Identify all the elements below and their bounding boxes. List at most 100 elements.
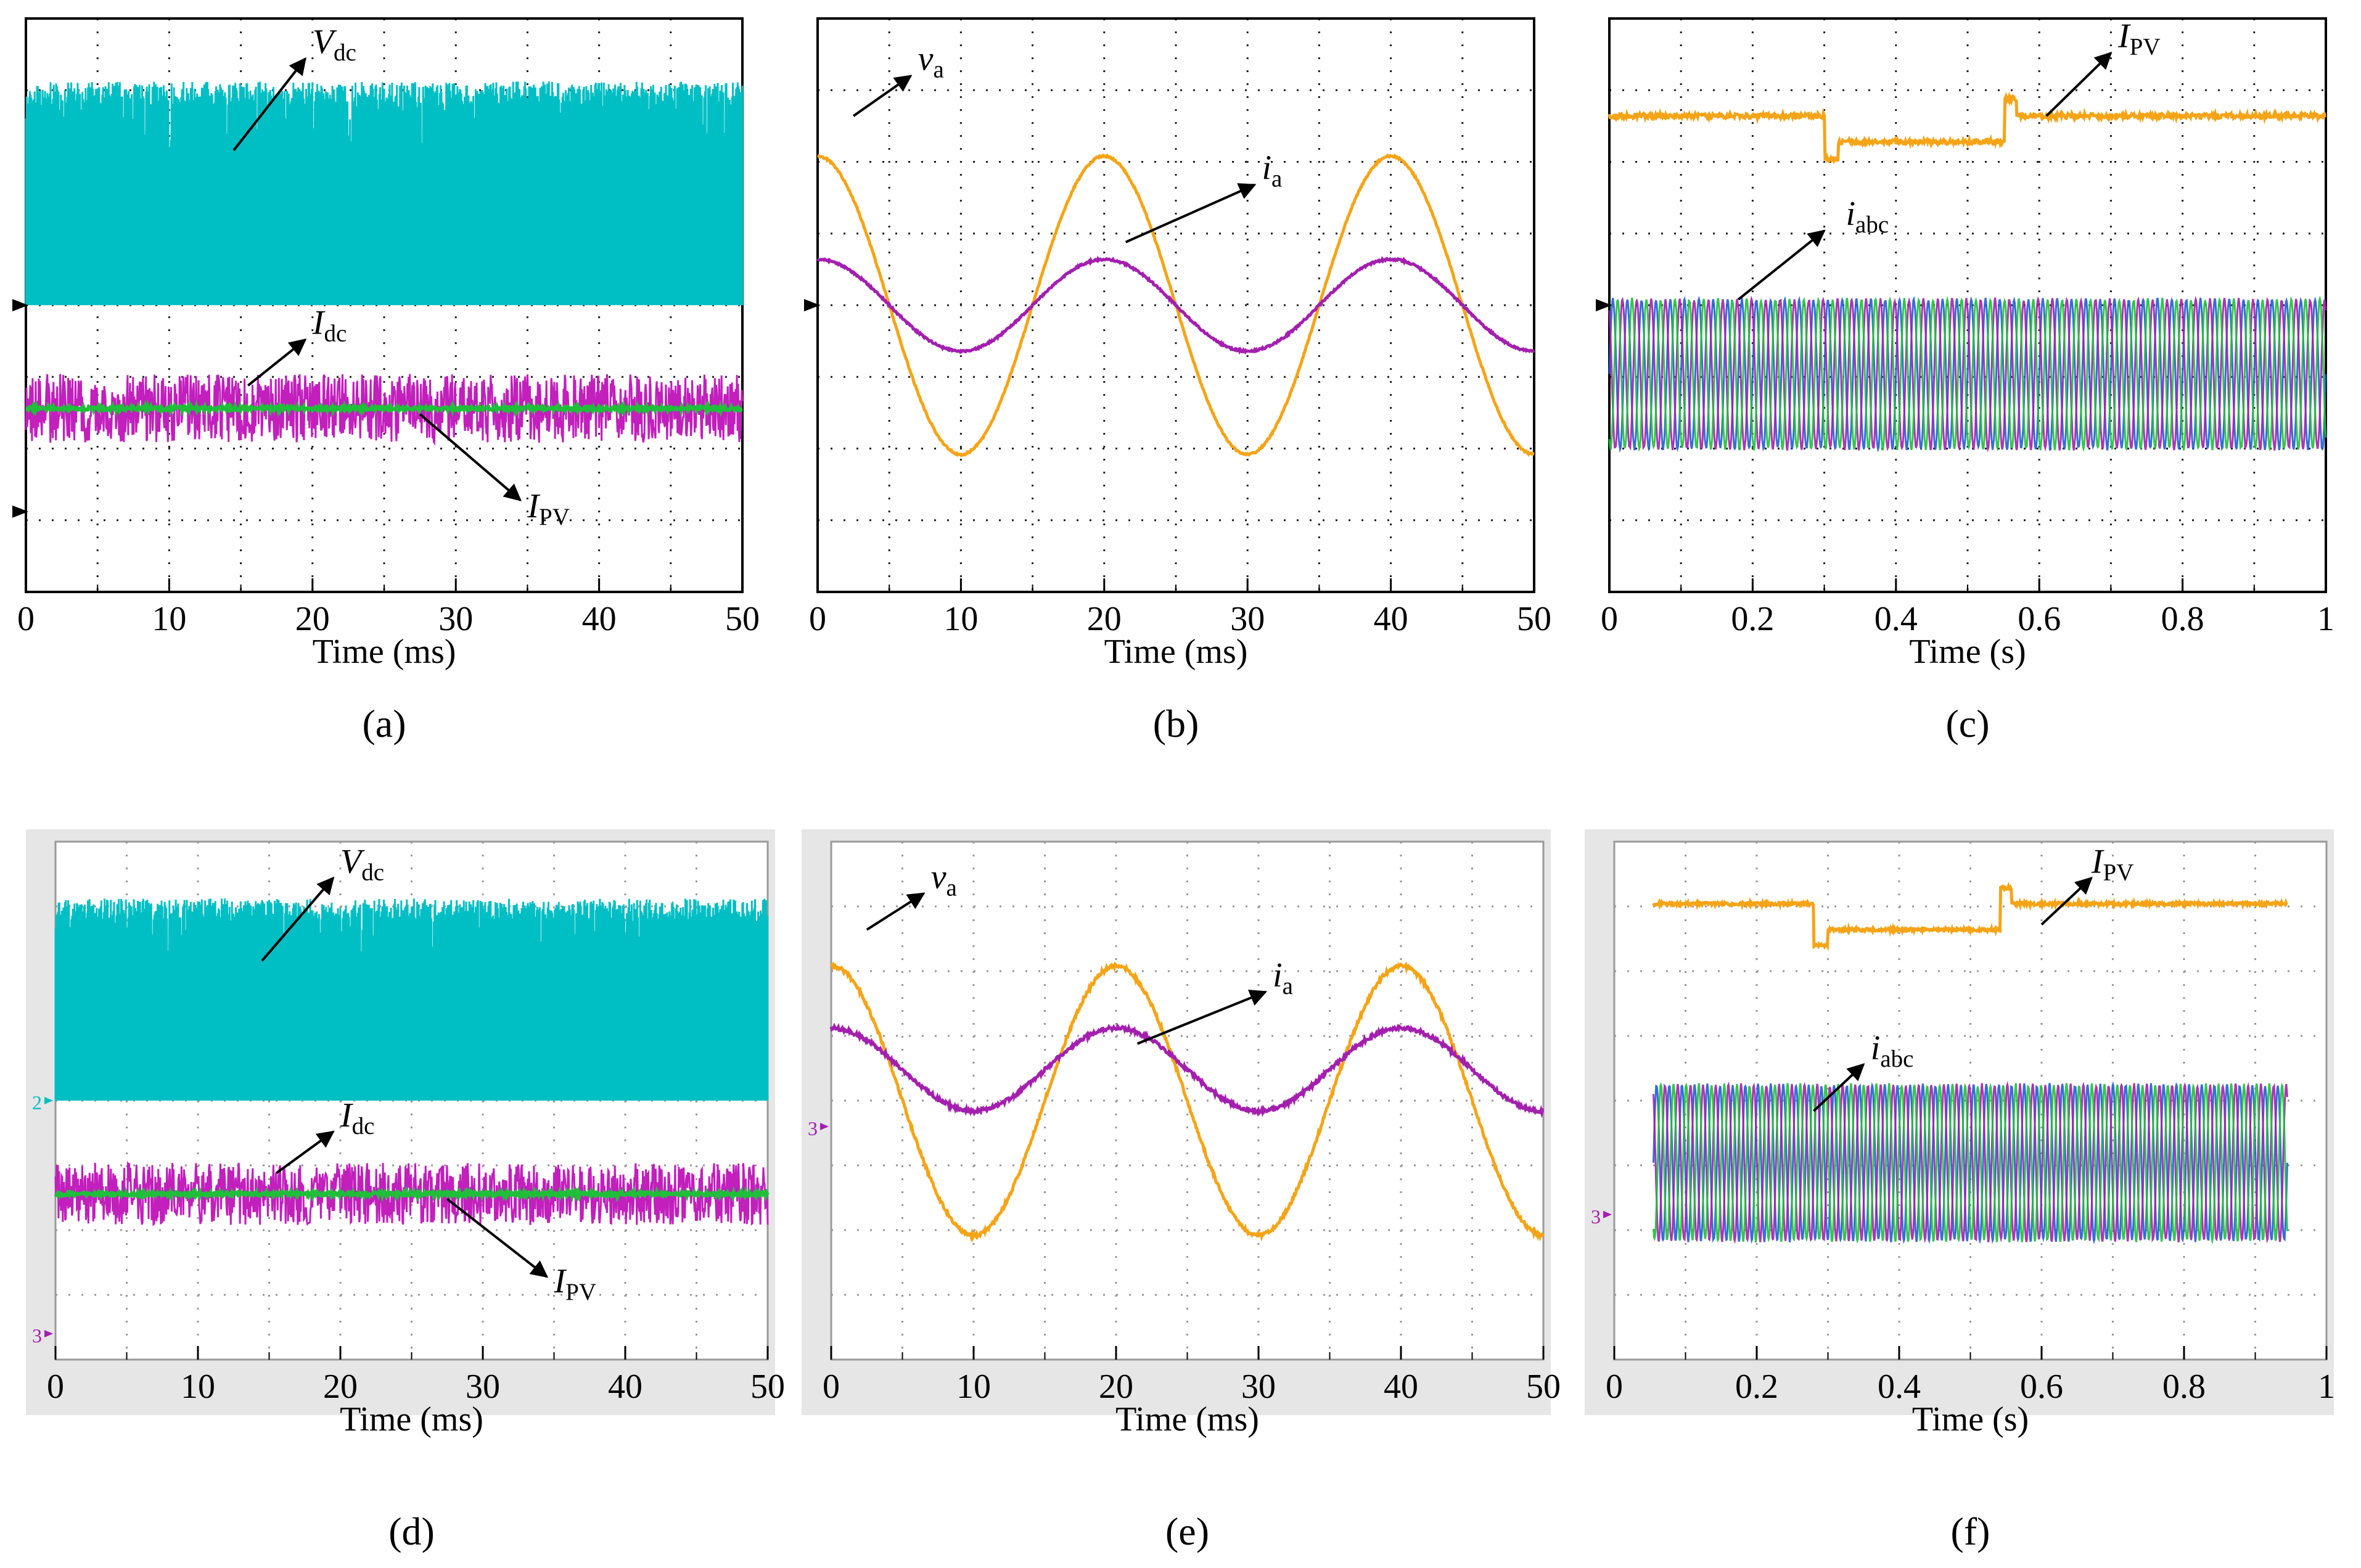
ground-marker [12,505,28,518]
channel-marker-arrow [44,1330,53,1337]
trace-ipv [54,1185,770,1203]
trace-label-4-1: ia [1273,956,1293,999]
panel-caption: (d) [388,1509,435,1553]
label-arrow-va [866,892,926,931]
traces [1608,91,2327,453]
x-tick-label: 20 [295,600,330,638]
panel-caption: (c) [1945,702,1989,745]
trace-ipv [1652,881,2288,952]
channel-marker: 3 [1591,1205,1601,1228]
panel-c: 0 0.2 0.4 0.6 0.8 1 Time (s) (c) IPV iabc [1596,17,2334,745]
x-tick-label: 40 [1384,1368,1418,1406]
x-tick-label: 0 [823,1368,840,1406]
ground-marker [804,299,820,311]
label-arrow-idc [275,1130,335,1175]
trace-label-2-1: iabc [1846,195,1889,238]
trace-label-sub: a [946,875,957,901]
label-arrow-idc [247,339,307,387]
trace-label-base: v [931,858,946,897]
x-tick-label: 50 [1517,600,1551,638]
x-axis-label: Time (ms) [1115,1400,1259,1439]
x-tick-label: 0.6 [2018,600,2061,638]
trace-label-sub: abc [1880,1046,1913,1072]
trace-label-base: v [918,40,934,78]
trace-iabc-phase-2 [1653,1081,2288,1244]
trace-iabc-phase-1 [1653,1081,2288,1245]
trace-label-base: I [2091,842,2104,880]
label-arrow-ipv [2040,876,2093,926]
x-tick-label: 0 [17,600,35,638]
x-tick-label: 40 [608,1368,643,1406]
panel-caption: (a) [362,702,406,745]
x-tick-label: 0.8 [2162,1368,2206,1406]
traces [25,81,744,446]
x-tick-label: 20 [1099,1368,1133,1406]
x-tick-label: 20 [1087,600,1122,638]
x-tick-label: 10 [956,1368,991,1406]
x-tick-label: 0 [1601,600,1618,638]
x-axis-label: Time (s) [1912,1400,2029,1439]
trace-label-sub: dc [361,859,384,885]
label-arrow-vdc [261,876,335,962]
trace-label-0-1: Idc [312,304,347,347]
label-arrow-va [852,75,913,117]
trace-ia [829,1022,1545,1119]
trace-label-base: i [1262,149,1271,187]
channel-marker: 3 [32,1324,42,1347]
x-tick-label: 0.4 [1878,1368,1921,1406]
label-arrow-ia [1136,990,1268,1045]
trace-label-base: I [2117,17,2131,55]
trace-label-0-0: Vdc [313,23,356,66]
panel-f: 0 0.2 0.4 0.6 0.8 1 Time (s) (f) IPV iabc 3 [1585,829,2335,1553]
trace-label-base: V [313,23,337,61]
ground-marker [1596,299,1612,311]
label-arrow-iabc [1813,1063,1865,1112]
x-tick-label: 30 [438,600,473,638]
trace-ia [816,255,1535,355]
channel-marker: 3 [808,1117,818,1139]
trace-label-base: i [1273,956,1283,995]
x-tick-label: 40 [1374,600,1408,638]
trace-label-3-1: Idc [340,1096,374,1139]
trace-iabc-phase-2 [1608,295,2327,453]
trace-label-sub: dc [324,321,347,347]
trace-label-1-1: ia [1262,149,1282,192]
label-arrow-vdc [232,57,306,152]
x-tick-label: 30 [1241,1368,1276,1406]
x-tick-label: 50 [725,600,760,638]
trace-label-sub: dc [352,1113,375,1139]
x-tick-label: 0.8 [2161,600,2204,638]
channel-marker-arrow [44,1097,53,1104]
trace-label-sub: PV [2103,859,2134,885]
trace-label-base: I [527,487,540,525]
trace-label-0-2: IPV [527,487,570,530]
x-tick-label: 0.4 [1874,600,1918,638]
x-tick-label: 20 [323,1368,358,1406]
x-tick-label: 0 [1606,1368,1623,1406]
x-tick-label: 0.6 [2020,1368,2063,1406]
x-tick-label: 10 [181,1368,215,1406]
x-tick-label: 0 [47,1368,64,1406]
trace-label-base: I [312,304,326,342]
trace-label-base: i [1871,1029,1881,1067]
trace-label-5-0: IPV [2091,842,2134,885]
panel-caption: (e) [1165,1509,1209,1553]
trace-label-sub: abc [1855,211,1889,238]
trace-label-1-0: va [918,40,944,83]
trace-ipv [25,399,743,417]
trace-iabc-phase-3 [1608,295,2327,453]
trace-label-base: V [340,842,365,880]
trace-label-2-0: IPV [2117,17,2161,60]
label-arrow-ipv [446,1198,549,1278]
trace-label-sub: PV [565,1279,596,1305]
trace-label-sub: a [1271,165,1282,192]
x-axis-label: Time (ms) [1104,633,1248,671]
traces [54,898,770,1226]
channel-marker: 2 [32,1091,42,1114]
x-axis-label: Time (ms) [313,633,456,671]
trace-va [830,961,1545,1243]
traces [816,153,1535,458]
